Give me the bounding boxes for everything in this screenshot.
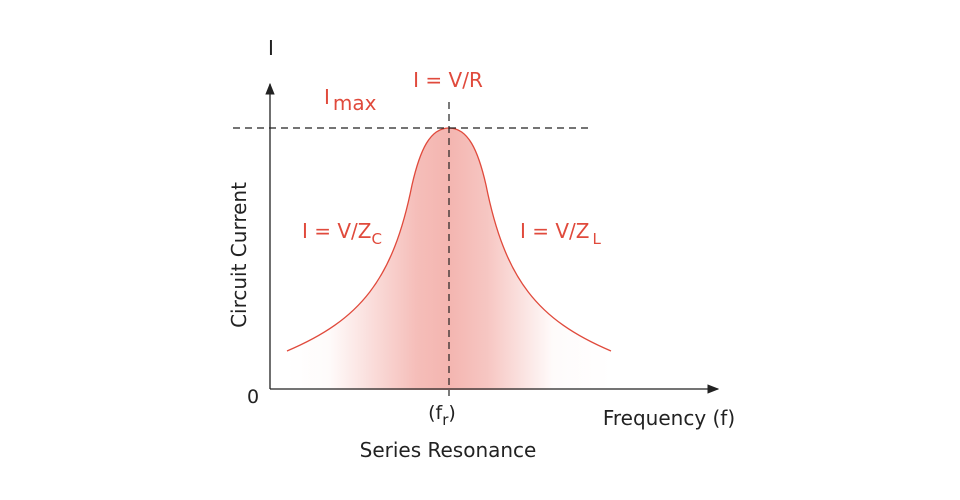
capacitive-sub: C	[372, 230, 382, 248]
inductive-current-label: I = V/Z L	[520, 219, 602, 248]
inductive-sub: L	[593, 230, 602, 248]
imax-sub: max	[333, 91, 377, 115]
resonance-frequency-main: (f	[428, 402, 443, 424]
resonance-frequency-sub: r	[442, 411, 449, 429]
origin-label: 0	[247, 386, 259, 408]
x-axis-label: Frequency (f)	[603, 406, 735, 430]
y-axis-symbol: I	[268, 36, 274, 60]
inductive-main: I = V/Z	[520, 219, 590, 243]
y-axis-label: Circuit Current	[227, 182, 251, 328]
resonance-frequency-close: )	[448, 402, 455, 424]
peak-current-label: I = V/R	[413, 68, 483, 92]
capacitive-current-label: I = V/ZC	[302, 219, 382, 248]
imax-main: I	[324, 85, 330, 109]
caption: Series Resonance	[360, 438, 537, 462]
capacitive-main: I = V/Z	[302, 219, 372, 243]
resonance-frequency-label: (fr)	[428, 402, 456, 429]
